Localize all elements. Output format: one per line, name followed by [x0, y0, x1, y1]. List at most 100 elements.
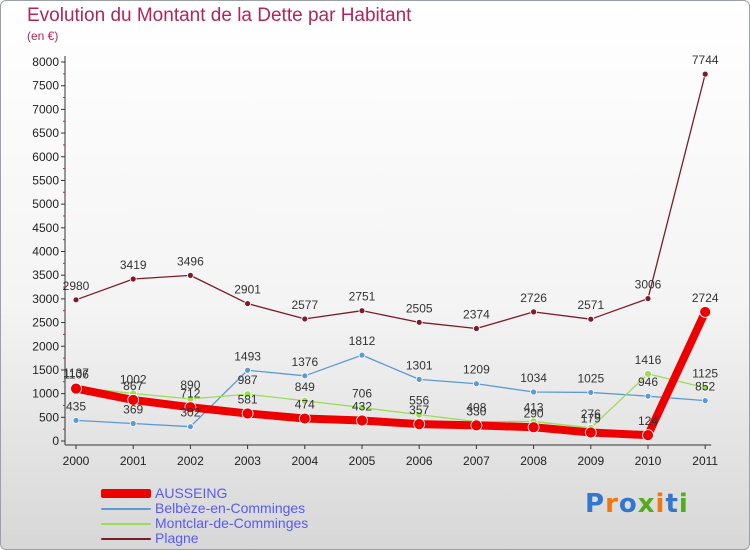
- legend-item: Belbèze-en-Comminges: [101, 501, 308, 516]
- y-tick-label: 7000: [32, 102, 59, 116]
- y-tick-label: 1500: [32, 363, 59, 377]
- data-label-3: 2901: [234, 283, 261, 297]
- data-label-0: 179: [581, 412, 601, 426]
- data-label-3: 2980: [63, 279, 90, 293]
- data-point-0: [127, 394, 140, 406]
- data-label-2: 1137: [63, 366, 89, 380]
- series-line-1: [75, 354, 706, 428]
- data-point-0: [298, 412, 311, 425]
- data-label-2: 1416: [635, 353, 662, 367]
- y-tick-label: 1000: [32, 387, 59, 401]
- data-label-0: 290: [524, 406, 544, 420]
- x-tick-label: 2007: [463, 454, 490, 468]
- data-label-1: 946: [638, 375, 658, 389]
- y-tick-label: 0: [52, 434, 59, 448]
- y-tick-label: 2500: [32, 316, 59, 330]
- data-point-0: [699, 306, 712, 318]
- data-label-2: 987: [238, 373, 258, 387]
- data-label-3: 3006: [635, 278, 662, 292]
- data-label-0: 124: [638, 414, 658, 428]
- data-point-0: [356, 414, 368, 427]
- data-point-3: [244, 300, 252, 307]
- y-tick-label: 8000: [32, 55, 59, 69]
- data-label-0: 330: [466, 404, 486, 418]
- logo-letter: i: [678, 489, 689, 519]
- legend-label: Montclar-de-Comminges: [155, 515, 309, 531]
- data-point-1: [587, 389, 595, 396]
- data-point-0: [413, 418, 426, 430]
- data-label-0: 581: [238, 392, 258, 406]
- data-label-1: 1493: [234, 349, 261, 363]
- data-label-1: 1376: [291, 355, 318, 369]
- data-label-3: 2374: [463, 308, 490, 322]
- data-label-2: 276: [581, 407, 601, 421]
- legend-label: AUSSEING: [155, 485, 228, 501]
- data-point-1: [301, 372, 309, 380]
- y-tick-label: 5500: [32, 173, 59, 187]
- data-label-2: 890: [180, 378, 200, 392]
- series-line-0: [72, 307, 710, 440]
- data-point-1: [415, 375, 423, 383]
- chart-unit: (en €): [27, 29, 59, 43]
- data-label-0: 432: [352, 400, 372, 414]
- data-label-3: 7744: [692, 53, 719, 67]
- data-label-0: 2724: [692, 291, 719, 305]
- series-line-2: [75, 373, 706, 429]
- x-tick-label: 2001: [120, 454, 147, 468]
- data-point-2: [300, 396, 309, 405]
- data-label-1: 302: [180, 406, 200, 420]
- data-label-2: 1125: [692, 367, 718, 381]
- data-label-2: 413: [524, 400, 544, 414]
- data-point-2: [701, 383, 710, 392]
- data-point-3: [644, 295, 652, 302]
- y-tick-label: 3500: [32, 268, 59, 282]
- data-point-3: [530, 308, 537, 316]
- data-label-0: 867: [123, 379, 143, 393]
- data-point-0: [470, 419, 483, 432]
- x-tick-label: 2006: [406, 454, 433, 468]
- x-tick-label: 2003: [234, 454, 261, 468]
- data-point-2: [415, 410, 424, 419]
- series-line-3: [75, 73, 706, 330]
- y-tick-label: 6500: [32, 126, 59, 140]
- data-label-3: 2726: [520, 291, 547, 305]
- logo-letter: i: [655, 489, 666, 519]
- data-point-1: [530, 388, 537, 396]
- y-tick-label: 2000: [32, 339, 59, 353]
- data-point-3: [72, 296, 80, 304]
- data-label-3: 3496: [177, 254, 204, 268]
- data-point-1: [129, 420, 137, 427]
- data-label-3: 2571: [577, 298, 604, 312]
- data-label-1: 1209: [463, 363, 490, 377]
- data-point-0: [184, 401, 197, 414]
- data-point-2: [644, 370, 652, 378]
- data-label-1: 1301: [406, 358, 433, 372]
- x-tick-label: 2010: [635, 454, 662, 468]
- logo-letter: r: [605, 489, 619, 519]
- data-label-0: 474: [295, 398, 315, 412]
- chart-title: Evolution du Montant de la Dette par Hab…: [27, 5, 412, 26]
- legend-swatch: [101, 489, 151, 498]
- x-tick-label: 2005: [349, 454, 376, 468]
- y-tick-label: 3000: [32, 292, 59, 306]
- data-point-1: [472, 380, 480, 388]
- data-point-0: [584, 426, 597, 439]
- data-point-3: [587, 315, 595, 323]
- data-label-2: 706: [352, 387, 372, 401]
- data-point-3: [129, 275, 137, 283]
- data-label-1: 435: [66, 399, 86, 413]
- legend-label: Plagne: [155, 530, 199, 546]
- data-label-0: 1106: [63, 368, 89, 382]
- x-tick-label: 2004: [291, 454, 318, 468]
- legend-swatch: [101, 522, 151, 525]
- data-point-0: [642, 429, 654, 442]
- y-tick-label: 500: [39, 410, 59, 424]
- data-point-1: [186, 423, 194, 431]
- data-point-3: [186, 271, 194, 279]
- data-point-3: [415, 318, 423, 326]
- data-label-1: 1025: [577, 371, 604, 385]
- legend-swatch: [101, 537, 151, 540]
- proxiti-logo: Proxiti: [585, 489, 689, 519]
